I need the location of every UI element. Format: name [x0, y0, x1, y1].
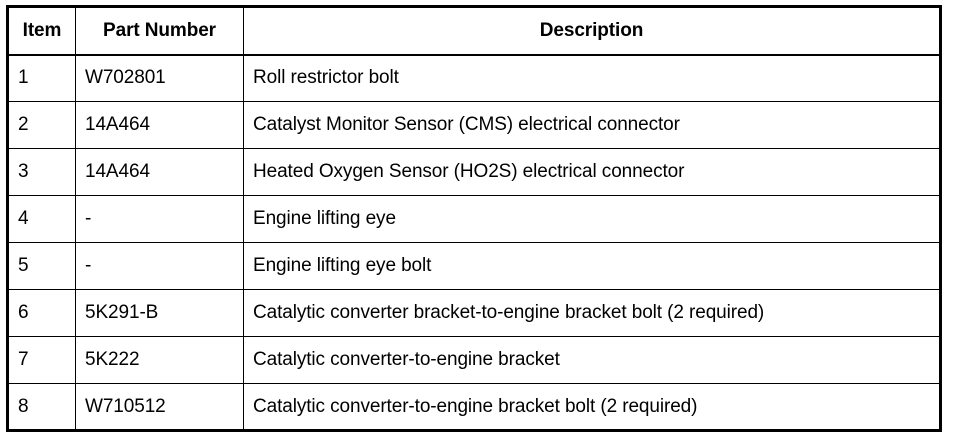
cell-description: Engine lifting eye bolt [243, 242, 941, 290]
table-row: 3 14A464 Heated Oxygen Sensor (HO2S) ele… [7, 148, 941, 196]
table-row: 2 14A464 Catalyst Monitor Sensor (CMS) e… [7, 101, 941, 149]
table-body: 1 W702801 Roll restrictor bolt 2 14A464 … [7, 54, 941, 431]
table-row: 5 - Engine lifting eye bolt [7, 242, 941, 290]
cell-description: Catalytic converter-to-engine bracket bo… [243, 383, 941, 431]
table-row: 4 - Engine lifting eye [7, 195, 941, 243]
cell-description: Heated Oxygen Sensor (HO2S) electrical c… [243, 148, 941, 196]
cell-item: 6 [7, 289, 76, 337]
cell-description: Engine lifting eye [243, 195, 941, 243]
cell-description: Catalyst Monitor Sensor (CMS) electrical… [243, 101, 941, 149]
cell-item: 7 [7, 336, 76, 384]
column-header-part-number: Part Number [75, 6, 244, 56]
cell-part-number: W702801 [75, 54, 244, 102]
cell-item: 1 [7, 54, 76, 102]
cell-item: 8 [7, 383, 76, 431]
cell-part-number: 14A464 [75, 101, 244, 149]
cell-part-number: W710512 [75, 383, 244, 431]
cell-part-number: 5K291-B [75, 289, 244, 337]
column-header-item: Item [7, 6, 76, 56]
cell-part-number: - [75, 195, 244, 243]
parts-list-table: Item Part Number Description 1 W702801 R… [6, 5, 942, 432]
cell-part-number: 5K222 [75, 336, 244, 384]
table-row: 7 5K222 Catalytic converter-to-engine br… [7, 336, 941, 384]
cell-item: 3 [7, 148, 76, 196]
cell-part-number: - [75, 242, 244, 290]
cell-description: Catalytic converter-to-engine bracket [243, 336, 941, 384]
table-header-row: Item Part Number Description [7, 6, 941, 56]
cell-description: Catalytic converter bracket-to-engine br… [243, 289, 941, 337]
table-row: 8 W710512 Catalytic converter-to-engine … [7, 383, 941, 431]
cell-item: 4 [7, 195, 76, 243]
cell-description: Roll restrictor bolt [243, 54, 941, 102]
table-header: Item Part Number Description [7, 6, 941, 56]
cell-part-number: 14A464 [75, 148, 244, 196]
table-row: 1 W702801 Roll restrictor bolt [7, 54, 941, 102]
cell-item: 5 [7, 242, 76, 290]
table-row: 6 5K291-B Catalytic converter bracket-to… [7, 289, 941, 337]
column-header-description: Description [243, 6, 941, 56]
cell-item: 2 [7, 101, 76, 149]
